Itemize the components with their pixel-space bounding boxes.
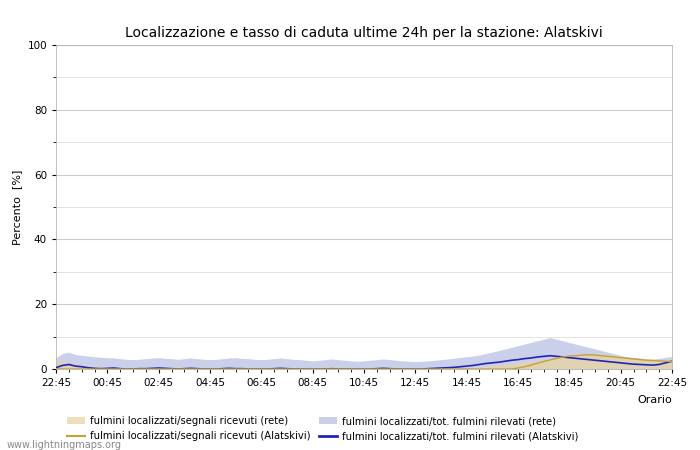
Legend: fulmini localizzati/segnali ricevuti (rete), fulmini localizzati/segnali ricevut: fulmini localizzati/segnali ricevuti (re… bbox=[67, 416, 578, 441]
Text: www.lightningmaps.org: www.lightningmaps.org bbox=[7, 440, 122, 450]
Title: Localizzazione e tasso di caduta ultime 24h per la stazione: Alatskivi: Localizzazione e tasso di caduta ultime … bbox=[125, 26, 603, 40]
Text: Orario: Orario bbox=[637, 395, 672, 405]
Y-axis label: Percento  [%]: Percento [%] bbox=[12, 169, 22, 245]
